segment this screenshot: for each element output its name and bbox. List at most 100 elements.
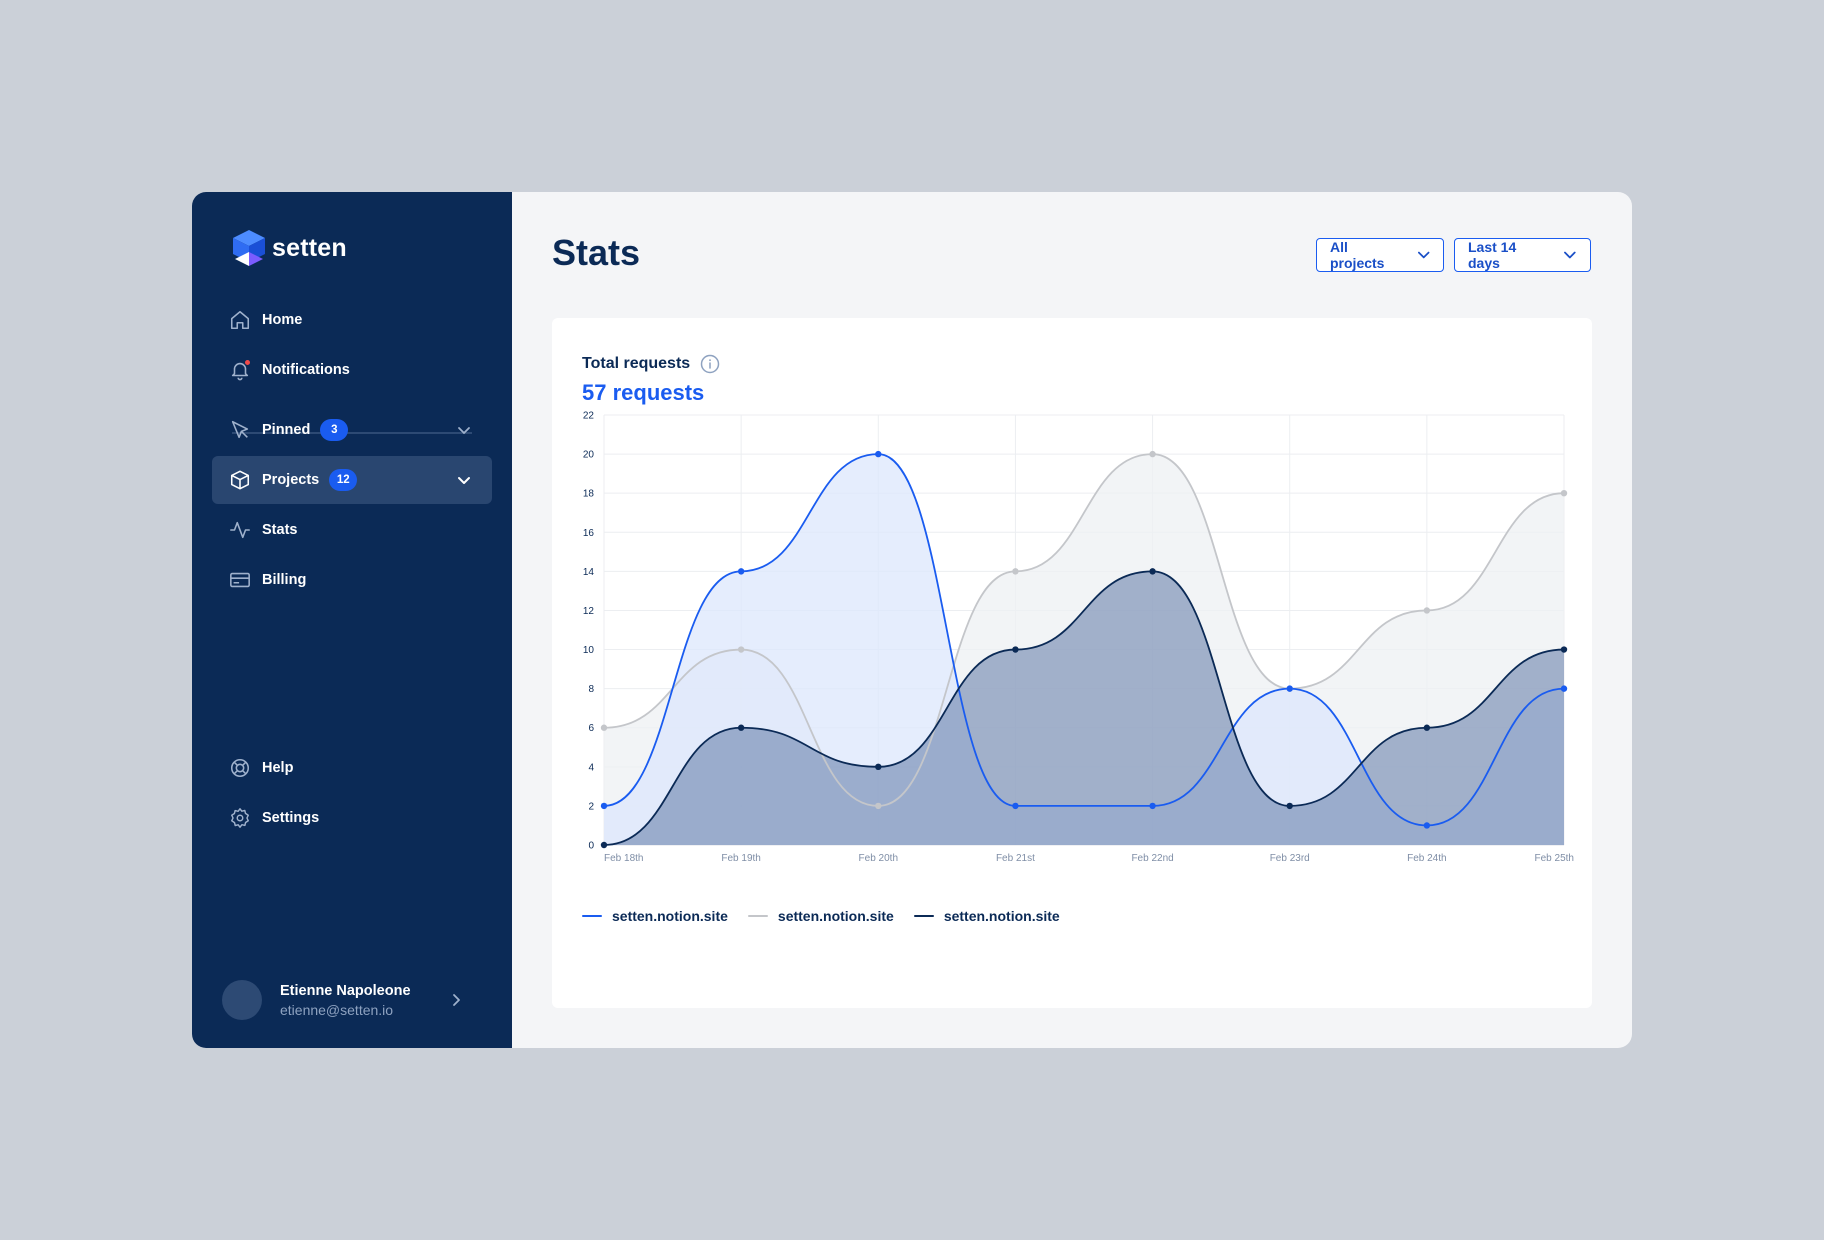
legend-swatch	[747, 914, 768, 918]
gear-icon	[228, 806, 252, 830]
logo[interactable]: setten	[232, 228, 347, 268]
legend-item[interactable]: setten.notion.site	[747, 908, 894, 924]
data-point	[875, 802, 882, 810]
data-point	[600, 841, 608, 849]
y-tick-label: 22	[583, 411, 595, 422]
y-tick-label: 0	[588, 841, 594, 852]
sidebar-item-notifications[interactable]: Notifications	[212, 346, 492, 394]
data-point	[875, 450, 882, 458]
series-area-2	[604, 571, 1564, 845]
sidebar-item-label: Pinned	[262, 422, 311, 438]
y-tick-label: 18	[583, 489, 595, 500]
home-icon	[228, 308, 252, 332]
data-point	[1149, 568, 1156, 575]
sidebar-divider	[232, 432, 472, 434]
data-point	[1012, 646, 1019, 653]
user-email: etienne@setten.io	[280, 1001, 394, 1018]
projects-count-badge: 12	[329, 469, 358, 491]
sidebar-item-label: Stats	[262, 522, 298, 538]
series-line-2	[603, 570, 1565, 846]
data-point	[600, 802, 608, 810]
sidebar-item-label: Help	[262, 760, 294, 776]
lifebuoy-icon	[228, 756, 252, 780]
main-content: Stats All projects Last 14 days Total re…	[512, 192, 1632, 1048]
y-tick-label: 14	[583, 567, 595, 578]
sidebar-item-label: Home	[262, 312, 303, 328]
data-point	[1560, 489, 1568, 497]
page-title: Stats	[552, 232, 641, 273]
brand-name: setten	[272, 233, 347, 262]
box-icon	[228, 468, 252, 492]
user-profile[interactable]: Etienne Napoleone etienne@setten.io	[222, 977, 482, 1023]
pin-icon	[228, 418, 252, 442]
x-tick-label: Feb 24th	[1407, 853, 1446, 864]
series-line-1	[603, 453, 1565, 807]
legend-item[interactable]: setten.notion.site	[913, 908, 1060, 924]
sidebar-item-billing[interactable]: Billing	[212, 556, 492, 604]
activity-icon	[228, 518, 252, 542]
sidebar-item-settings[interactable]: Settings	[212, 794, 492, 842]
legend-label: setten.notion.site	[777, 908, 894, 924]
bell-icon	[228, 358, 252, 382]
y-axis: 0 2 4 6 8 10 12 14 16 18 20 22	[583, 411, 595, 852]
y-tick-label: 6	[588, 723, 594, 734]
chart-legend: setten.notion.site setten.notion.site se…	[582, 908, 1080, 924]
sidebar: setten Home Notifications Pinned 3	[192, 192, 512, 1048]
data-point	[1149, 450, 1156, 458]
pinned-count-badge: 3	[320, 419, 349, 441]
data-point	[1560, 685, 1568, 692]
y-tick-label: 4	[588, 762, 594, 773]
data-point	[1560, 646, 1568, 653]
data-point	[737, 646, 745, 653]
data-point	[737, 724, 745, 731]
sidebar-item-label: Projects	[262, 472, 320, 488]
info-icon[interactable]	[700, 354, 720, 374]
chevron-down-icon[interactable]	[454, 420, 474, 440]
chevron-down-icon	[1417, 251, 1429, 259]
projects-dropdown[interactable]: All projects	[1316, 238, 1444, 272]
sidebar-item-home[interactable]: Home	[212, 296, 492, 344]
sidebar-item-help[interactable]: Help	[212, 744, 492, 792]
app-window: setten Home Notifications Pinned 3	[192, 192, 1632, 1048]
data-point	[1286, 802, 1293, 810]
data-point	[1423, 724, 1431, 731]
x-axis: Feb 18th Feb 19th Feb 20th Feb 21st Feb 22nd…	[604, 853, 1574, 864]
sidebar-item-label: Billing	[262, 572, 307, 588]
x-tick-label: Feb 25th	[1535, 853, 1574, 864]
data-point	[1149, 802, 1156, 810]
legend-item[interactable]: setten.notion.site	[582, 908, 728, 924]
data-point	[1423, 822, 1431, 829]
chevron-down-icon[interactable]	[454, 470, 474, 490]
chevron-right-icon[interactable]	[446, 990, 466, 1010]
series-area-0	[604, 454, 1564, 845]
date-range-dropdown[interactable]: Last 14 days	[1454, 238, 1591, 272]
data-point	[1012, 802, 1019, 810]
notification-dot	[244, 359, 251, 366]
user-name: Etienne Napoleone	[280, 982, 411, 999]
legend-swatch	[582, 914, 602, 918]
y-tick-label: 8	[588, 684, 594, 695]
x-tick-label: Feb 19th	[721, 853, 760, 864]
sidebar-item-stats[interactable]: Stats	[212, 506, 492, 554]
chart-points	[600, 450, 1568, 849]
card-icon	[228, 568, 252, 592]
sidebar-item-projects[interactable]: Projects 12	[212, 456, 492, 504]
legend-label: setten.notion.site	[612, 908, 728, 924]
data-point	[600, 724, 608, 731]
chevron-down-icon	[1564, 251, 1576, 259]
sidebar-item-label: Notifications	[262, 362, 350, 378]
date-range-dropdown-value: Last 14 days	[1468, 239, 1517, 271]
y-tick-label: 20	[583, 450, 595, 461]
sidebar-item-pinned[interactable]: Pinned 3	[212, 406, 492, 454]
avatar[interactable]	[222, 980, 262, 1020]
x-tick-label: Feb 22nd	[1131, 853, 1173, 864]
data-point	[875, 763, 882, 771]
legend-swatch	[913, 914, 934, 918]
data-point	[1423, 607, 1431, 614]
y-tick-label: 2	[588, 801, 594, 812]
data-point	[737, 568, 745, 575]
requests-card: Total requests 57 requests 0 2 4 6 8 10 12 14 16…	[552, 318, 1592, 1008]
total-requests-value: 57 requests	[582, 380, 705, 405]
logo-mark-icon	[233, 230, 265, 266]
